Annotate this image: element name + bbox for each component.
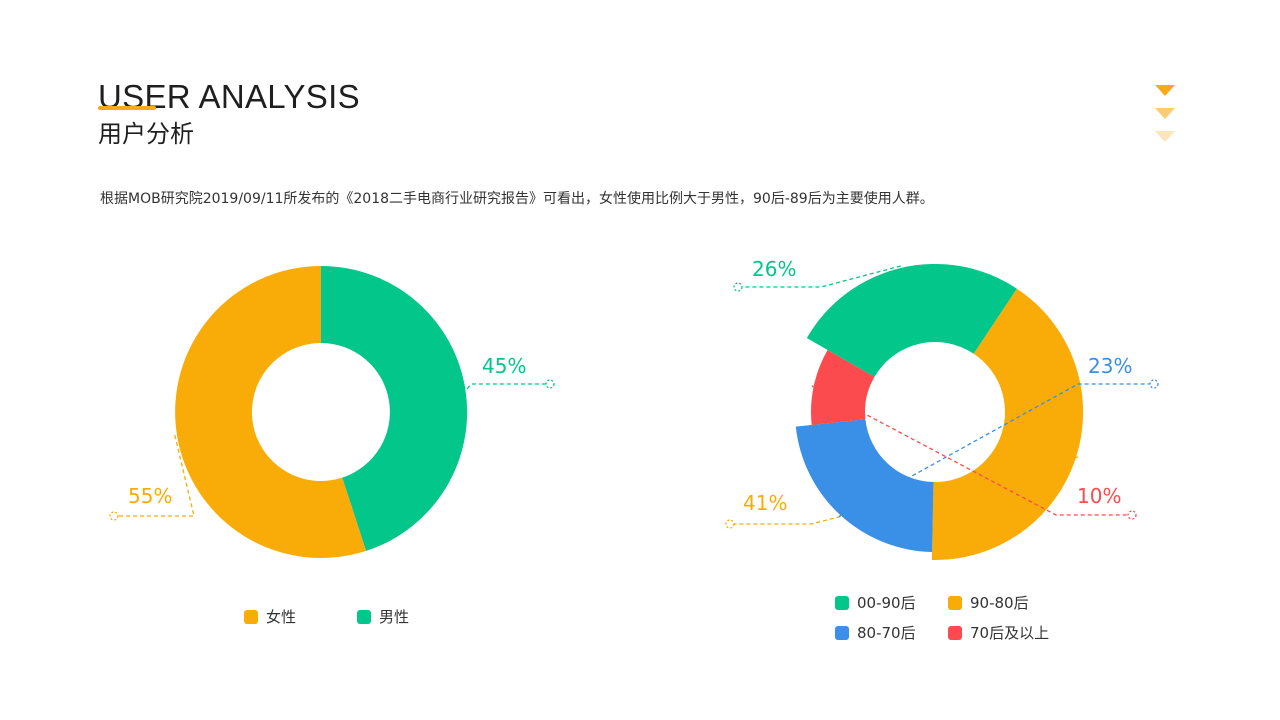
leader-line-male — [466, 383, 550, 390]
leader-dot-00-90 — [733, 282, 743, 292]
leader-dot-80-70 — [1149, 379, 1159, 389]
gender-legend: 女性 男性 — [244, 606, 444, 630]
leader-dot-female — [109, 511, 119, 521]
legend-swatch-female — [244, 609, 258, 624]
leader-dot-male — [545, 379, 555, 389]
data-label-00-90: 26% — [752, 257, 796, 281]
page-title-cn: 用户分析 — [98, 120, 194, 148]
legend-label-male: 男性 — [379, 608, 410, 626]
age-rose-donut-chart: 26% 41% 23% 10% — [725, 257, 1159, 561]
legend-label-female: 女性 — [266, 608, 297, 626]
leader-line-90-80 — [730, 456, 1079, 525]
legend-item-70-above: 70后及以上 — [948, 622, 1049, 643]
donut-slice-00-90 — [806, 263, 1017, 377]
data-label-male: 45% — [482, 354, 526, 378]
leader-dot-90-80 — [725, 519, 735, 529]
legend-item-80-70: 80-70后 — [835, 622, 916, 643]
legend-swatch-80-70 — [835, 625, 849, 640]
data-label-70-above: 10% — [1077, 484, 1121, 508]
donut-slice-male — [321, 265, 468, 551]
donut-slice-90-80 — [931, 288, 1084, 561]
donut-slice-female — [175, 266, 367, 558]
legend-swatch-00-90 — [835, 595, 849, 610]
gender-donut-chart: 55% 45% — [109, 265, 555, 558]
legend-label-70-above: 70后及以上 — [970, 624, 1050, 642]
title-underline-accent — [98, 106, 156, 110]
legend-swatch-90-80 — [948, 595, 962, 610]
page-title-en: USER ANALYSIS — [98, 78, 360, 115]
legend-label-90-80: 90-80后 — [970, 594, 1029, 612]
data-label-80-70: 23% — [1088, 354, 1132, 378]
leader-line-female — [114, 435, 195, 517]
legend-swatch-70-above — [948, 625, 962, 640]
data-label-female: 55% — [128, 484, 172, 508]
legend-item-90-80: 90-80后 — [948, 592, 1029, 613]
leader-line-70-above — [811, 385, 1132, 516]
leader-line-80-70 — [838, 383, 1154, 518]
legend-label-00-90: 00-90后 — [857, 594, 916, 612]
legend-item-male: 男性 — [357, 606, 409, 627]
donut-slice-80-70 — [795, 419, 934, 552]
description-text: 根据MOB研究院2019/09/11所发布的《2018二手电商行业研究报告》可看… — [100, 191, 934, 207]
data-label-90-80: 41% — [743, 491, 787, 515]
leader-dot-70-above — [1127, 510, 1137, 520]
legend-item-female: 女性 — [244, 606, 296, 627]
stacked-triangles-icon — [1155, 85, 1175, 142]
age-legend: 00-90后 90-80后 80-70后 70后及以上 — [835, 592, 1095, 652]
legend-swatch-male — [357, 609, 371, 624]
legend-item-00-90: 00-90后 — [835, 592, 916, 613]
donut-slice-70-above — [811, 350, 875, 425]
legend-label-80-70: 80-70后 — [857, 624, 916, 642]
